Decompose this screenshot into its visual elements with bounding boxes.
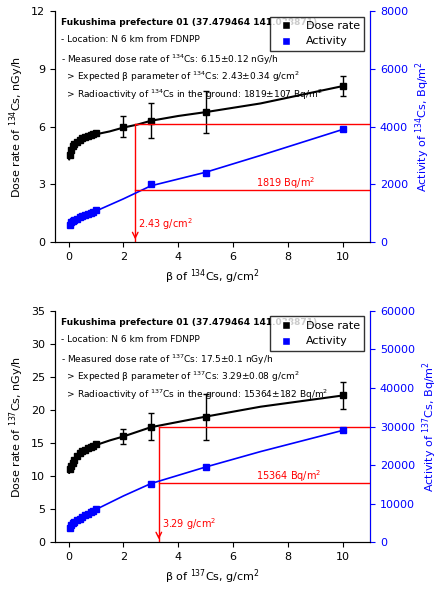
Text: - Location: N 6 km from FDNPP: - Location: N 6 km from FDNPP bbox=[61, 335, 200, 344]
Text: > Radioactivity of $^{134}$Cs in the ground: 1819±107 Bq/m$^2$: > Radioactivity of $^{134}$Cs in the gro… bbox=[61, 87, 323, 101]
Text: Fukushima prefecture 01 (37.479464 141.038871): Fukushima prefecture 01 (37.479464 141.0… bbox=[61, 318, 318, 327]
Legend: Dose rate, Activity: Dose rate, Activity bbox=[270, 317, 364, 351]
Text: > Expected β parameter of $^{137}$Cs: 3.29±0.08 g/cm$^2$: > Expected β parameter of $^{137}$Cs: 3.… bbox=[61, 370, 300, 384]
Y-axis label: Activity of $^{134}$Cs, Bq/m$^2$: Activity of $^{134}$Cs, Bq/m$^2$ bbox=[413, 61, 432, 192]
Text: - Measured dose rate of $^{134}$Cs: 6.15±0.12 nGy/h: - Measured dose rate of $^{134}$Cs: 6.15… bbox=[61, 53, 279, 67]
X-axis label: β of $^{137}$Cs, g/cm$^2$: β of $^{137}$Cs, g/cm$^2$ bbox=[165, 568, 260, 586]
Text: > Expected β parameter of $^{134}$Cs: 2.43±0.34 g/cm$^2$: > Expected β parameter of $^{134}$Cs: 2.… bbox=[61, 70, 301, 84]
Text: Fukushima prefecture 01 (37.479464 141.038871): Fukushima prefecture 01 (37.479464 141.0… bbox=[61, 18, 318, 27]
Text: - Location: N 6 km from FDNPP: - Location: N 6 km from FDNPP bbox=[61, 35, 200, 44]
Text: 1819 Bq/m$^2$: 1819 Bq/m$^2$ bbox=[256, 175, 315, 191]
Text: - Measured dose rate of $^{137}$Cs: 17.5±0.1 nGy/h: - Measured dose rate of $^{137}$Cs: 17.5… bbox=[61, 353, 273, 367]
Text: 2.43 g/cm$^2$: 2.43 g/cm$^2$ bbox=[138, 216, 193, 232]
Legend: Dose rate, Activity: Dose rate, Activity bbox=[270, 17, 364, 51]
Y-axis label: Activity of $^{137}$Cs, Bq/m$^2$: Activity of $^{137}$Cs, Bq/m$^2$ bbox=[421, 361, 439, 492]
Y-axis label: Dose rate of $^{134}$Cs, nGy/h: Dose rate of $^{134}$Cs, nGy/h bbox=[7, 56, 25, 197]
Text: 3.29 g/cm$^2$: 3.29 g/cm$^2$ bbox=[161, 517, 216, 533]
Y-axis label: Dose rate of $^{137}$Cs, nGy/h: Dose rate of $^{137}$Cs, nGy/h bbox=[7, 356, 25, 498]
Text: > Radioactivity of $^{137}$Cs in the ground: 15364±182 Bq/m$^2$: > Radioactivity of $^{137}$Cs in the gro… bbox=[61, 387, 329, 401]
X-axis label: β of $^{134}$Cs, g/cm$^2$: β of $^{134}$Cs, g/cm$^2$ bbox=[165, 267, 260, 286]
Text: 15364 Bq/m$^2$: 15364 Bq/m$^2$ bbox=[256, 468, 321, 484]
